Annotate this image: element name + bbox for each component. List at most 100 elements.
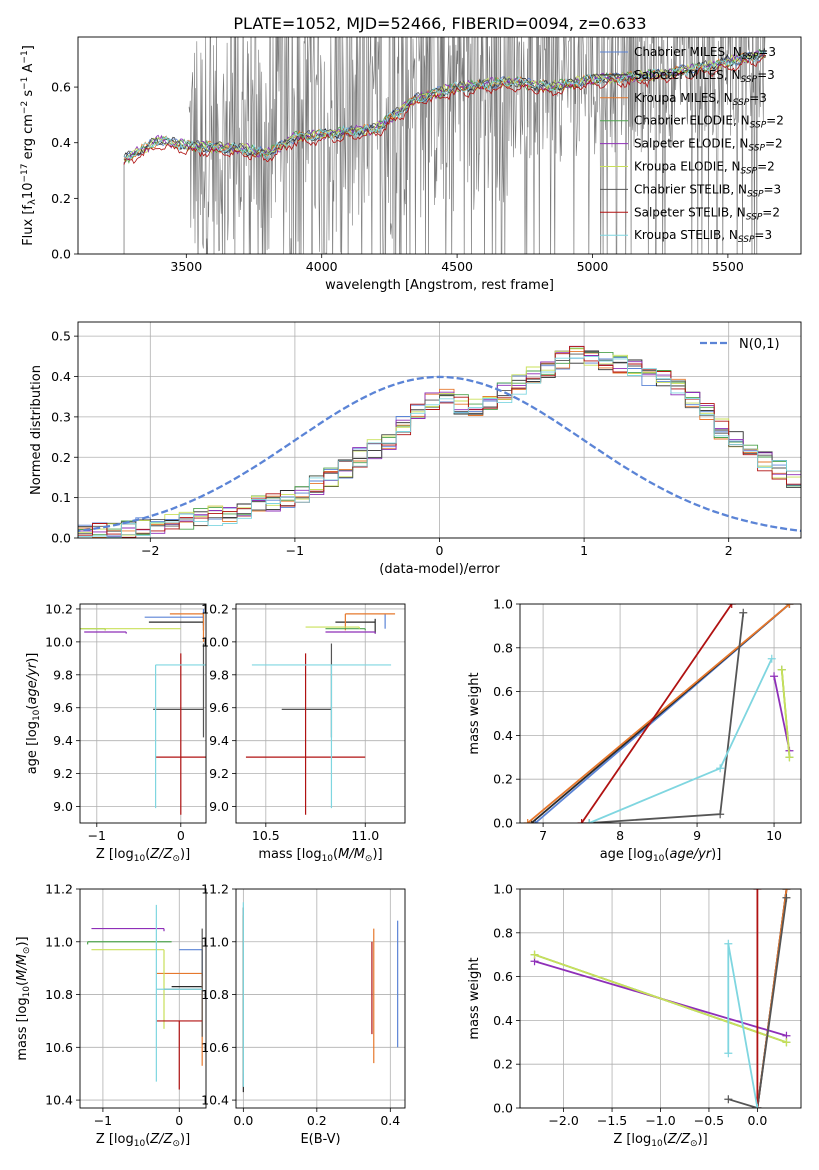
- y-tick-label: 9.4: [209, 733, 229, 748]
- weight-marker: [724, 1049, 733, 1058]
- y-tick-label: 9.6: [209, 700, 229, 715]
- x-tick-label: 2: [725, 543, 733, 558]
- axes-frame: [77, 321, 802, 539]
- y-tick-label: 0.6: [493, 684, 513, 699]
- model-spectrum-7: [123, 54, 766, 165]
- legend-label-0: Chabrier MILES, NSSP=3: [634, 45, 776, 62]
- x-tick-label: 5500: [712, 259, 744, 274]
- weight-line-weight-vs-age-5: [780, 669, 791, 758]
- errorbar-age-vs-mass-6: [281, 643, 333, 738]
- model-spectrum-1: [123, 47, 767, 161]
- axes-frame: [519, 888, 802, 1109]
- x-tick-label: −0.5: [694, 1113, 724, 1128]
- x-tick-label: 0.4: [380, 1113, 400, 1128]
- y-tick-label: 9.0: [53, 799, 73, 814]
- weight-marker: [785, 753, 794, 762]
- x-tick-label: −1.5: [597, 1113, 627, 1128]
- hist-8: [78, 356, 801, 538]
- hist-7: [78, 345, 801, 538]
- weight-marker: [785, 604, 794, 608]
- y-axis-label: mass weight: [467, 672, 482, 754]
- weight-marker: [727, 604, 736, 608]
- x-tick-label: 0: [177, 828, 185, 843]
- y-tick-label: 9.8: [209, 667, 229, 682]
- x-tick-label: 8: [616, 828, 624, 843]
- weight-marker: [753, 889, 762, 893]
- x-tick-label: 0: [436, 543, 444, 558]
- x-tick-label: 11.0: [351, 828, 379, 843]
- x-tick-label: 3500: [170, 259, 202, 274]
- x-axis-label: Z [log10(Z/Z⊙)]: [613, 1132, 707, 1149]
- y-tick-label: 10.2: [45, 601, 73, 616]
- x-tick-label: 4500: [441, 259, 473, 274]
- legend-label-1: Salpeter MILES, NSSP=3: [634, 68, 775, 85]
- legend-gaussian-label: N(0,1): [739, 337, 780, 352]
- y-tick-label: 0.2: [493, 1057, 513, 1072]
- x-axis-label: Z [log10(Z/Z⊙)]: [96, 1132, 190, 1149]
- y-tick-label: 0.2: [51, 191, 71, 206]
- x-tick-label: 10: [766, 828, 782, 843]
- x-tick-label: −1: [88, 828, 106, 843]
- weight-line-weight-vs-age-7: [580, 604, 733, 823]
- y-tick-label: 0.2: [51, 450, 71, 465]
- y-tick-label: 11.2: [45, 882, 73, 897]
- errorbar-mass-vs-Z-4: [91, 927, 165, 932]
- errorbar-age-vs-Z-6: [153, 643, 205, 738]
- y-tick-label: 0.5: [51, 329, 71, 344]
- y-tick-label: 0.6: [51, 80, 71, 95]
- y-tick-label: 11.0: [45, 934, 73, 949]
- x-axis-label: mass [log10(M/M⊙)]: [258, 847, 382, 864]
- figure-title: PLATE=1052, MJD=52466, FIBERID=0094, z=0…: [233, 14, 646, 33]
- x-tick-label: −1: [286, 543, 304, 558]
- y-axis-label: age [log10(age/yr)]: [25, 653, 42, 775]
- y-tick-label: 0.1: [51, 490, 71, 505]
- y-tick-label: 0.4: [51, 135, 71, 150]
- x-tick-label: 0.0: [747, 1113, 767, 1128]
- errorbar-age-vs-mass-3: [325, 628, 366, 631]
- y-tick-label: 0.4: [493, 1013, 513, 1028]
- y-tick-label: 10.4: [45, 1093, 73, 1108]
- y-axis-label: mass [log10(M/M⊙)]: [15, 936, 32, 1060]
- legend-label-3: Chabrier ELODIE, NSSP=2: [634, 114, 784, 131]
- x-axis-label: E(B-V): [300, 1132, 340, 1147]
- axes-frame: [77, 36, 802, 255]
- plot-area-weight-vs-Z: [520, 889, 801, 1108]
- x-tick-label: 0: [175, 1113, 183, 1128]
- plot-area-weight-vs-age: [520, 604, 801, 823]
- x-tick-label: −1.0: [645, 1113, 675, 1128]
- y-tick-label: 10.6: [201, 1040, 229, 1055]
- y-tick-label: 11.2: [201, 882, 229, 897]
- errorbar-age-vs-mass-1: [335, 618, 376, 634]
- y-tick-label: 0.3: [51, 409, 71, 424]
- y-tick-label: 1.0: [493, 597, 513, 612]
- y-tick-label: 9.6: [53, 700, 73, 715]
- x-tick-label: −2: [141, 543, 159, 558]
- x-tick-label: −1: [94, 1113, 112, 1128]
- y-tick-label: 0.8: [493, 640, 513, 655]
- errorbar-age-vs-Z-2: [169, 613, 205, 642]
- y-axis-label: Normed distribution: [29, 365, 44, 495]
- errorbar-age-vs-Z-4: [84, 631, 127, 634]
- weight-marker: [724, 939, 733, 948]
- errorbar-age-vs-Z-7: [155, 653, 206, 815]
- errorbar-mass-vs-Z-3: [87, 941, 172, 945]
- weight-marker: [577, 819, 586, 823]
- errorbar-age-vs-Z-0: [144, 608, 205, 626]
- weight-marker: [530, 950, 539, 959]
- panel-weight-vs-age: 7 8 9 10 0.0 0.2 0.4 0.6 0.8 1.0 age [log10(age/yr…: [467, 597, 802, 864]
- plot-area-mass-vs-Z: [80, 889, 206, 1108]
- panel-weight-vs-Z: −2.0 −1.5 −1.0 −0.5 0.0 0.0 0.2 0.4 0.6 0.8 1.0 Z […: [467, 882, 802, 1149]
- errorbar-mass-vs-Z-5: [91, 949, 165, 1029]
- weight-line-weight-vs-Z-5: [534, 953, 787, 1044]
- axes-frame: [79, 603, 207, 824]
- y-tick-label: 10.4: [201, 1093, 229, 1108]
- weight-marker: [753, 1104, 762, 1108]
- y-axis-label: Flux [fλ10−17 erg cm−2 s−1 A−1]: [20, 45, 38, 246]
- weight-marker: [585, 819, 594, 823]
- errorbar-age-vs-mass-8: [251, 664, 392, 809]
- spectrum-data: [188, 37, 766, 254]
- y-tick-label: 10.8: [45, 987, 73, 1002]
- legend-label-6: Chabrier STELIB, NSSP=3: [634, 182, 781, 199]
- weight-marker: [770, 672, 779, 681]
